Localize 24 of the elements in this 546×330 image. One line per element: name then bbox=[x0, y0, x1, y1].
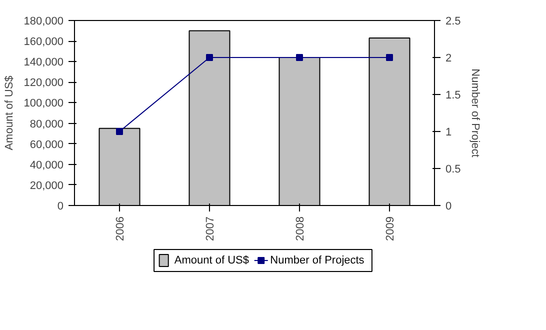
y2-tick-label: 0.5 bbox=[446, 164, 461, 176]
y2-tick-label: 1 bbox=[446, 126, 452, 138]
y2-tick-label: 2 bbox=[446, 52, 452, 64]
x-tick-label: 2007 bbox=[204, 216, 216, 241]
x-tick-label: 2008 bbox=[294, 216, 306, 241]
y-tick-label: 80,000 bbox=[30, 118, 64, 130]
y-tick-label: 120,000 bbox=[24, 77, 64, 90]
x-tick-label: 2006 bbox=[114, 216, 126, 241]
x-tick-label: 2009 bbox=[384, 216, 396, 241]
y2-tick-label: 0 bbox=[446, 200, 452, 212]
y2-tick-label: 1.5 bbox=[446, 90, 461, 102]
y-axis-title: Amount of US$ bbox=[4, 76, 16, 150]
legend-label: Number of Projects bbox=[270, 254, 365, 266]
y-tick-label: 0 bbox=[57, 200, 64, 212]
legend-label: Amount of US$ bbox=[174, 254, 249, 266]
y2-axis-title: Number of Project bbox=[468, 68, 481, 158]
y-tick-label: 100,000 bbox=[24, 98, 64, 110]
y-tick-label: 180,000 bbox=[24, 16, 64, 28]
y-tick-label: 40,000 bbox=[30, 159, 64, 172]
y-tick-label: 140,000 bbox=[24, 56, 64, 69]
y-tick-label: 20,000 bbox=[30, 180, 64, 192]
y2-tick-label: 2.5 bbox=[446, 16, 461, 28]
y-tick-label: 60,000 bbox=[30, 138, 64, 151]
y-tick-label: 160,000 bbox=[24, 36, 64, 48]
